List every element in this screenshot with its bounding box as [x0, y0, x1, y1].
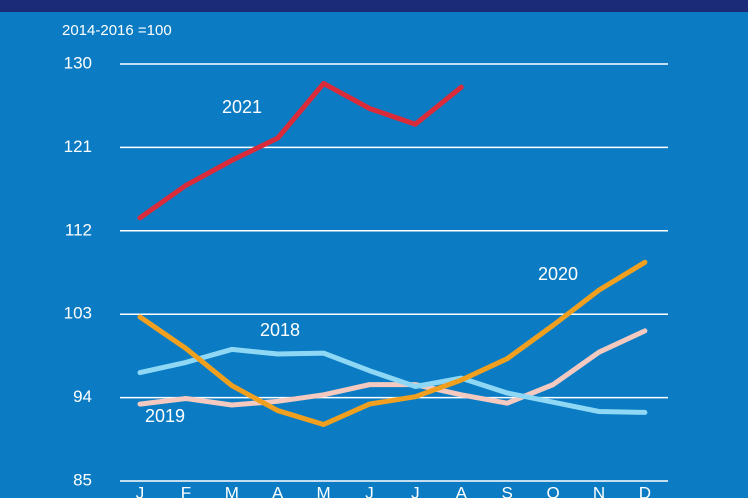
- series-label: 2021: [222, 97, 262, 117]
- series-label: 2019: [145, 406, 185, 426]
- y-tick-label: 103: [64, 304, 92, 323]
- x-tick-label: J: [365, 483, 374, 498]
- header-bar: [0, 0, 748, 12]
- series-line: [137, 80, 464, 221]
- series-line: [137, 259, 648, 427]
- series-line: [137, 346, 648, 415]
- x-tick-label: M: [317, 483, 331, 498]
- x-tick-label: N: [593, 483, 605, 498]
- y-tick-label: 85: [73, 470, 92, 489]
- x-tick-label: A: [272, 483, 284, 498]
- x-tick-label: S: [502, 483, 513, 498]
- x-tick-label: M: [225, 483, 239, 498]
- series-line: [137, 328, 648, 408]
- y-tick-label: 94: [73, 387, 92, 406]
- y-tick-label: 130: [64, 53, 92, 72]
- x-tick-label: F: [181, 483, 191, 498]
- y-tick-label: 112: [65, 220, 92, 239]
- series-label: 2020: [538, 264, 578, 284]
- x-tick-label: D: [639, 483, 651, 498]
- x-tick-label: J: [411, 483, 420, 498]
- series-label: 2018: [260, 320, 300, 340]
- y-tick-label: 121: [64, 137, 92, 156]
- x-tick-label: J: [136, 483, 145, 498]
- chart-subtitle: 2014-2016 =100: [62, 22, 172, 39]
- x-tick-label: O: [546, 483, 559, 498]
- x-tick-label: A: [456, 483, 468, 498]
